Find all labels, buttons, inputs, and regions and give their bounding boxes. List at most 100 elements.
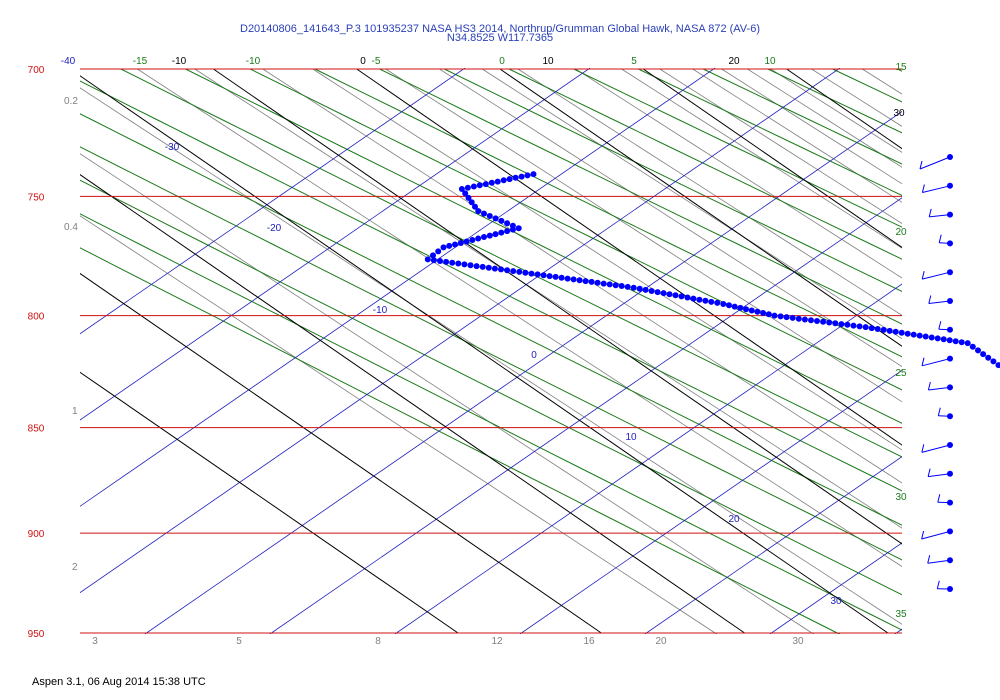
dewpoint-point — [660, 290, 667, 297]
mixing-ratio-label: 3 — [92, 636, 98, 647]
dewpoint-point — [430, 252, 436, 259]
dewpoint-point — [467, 262, 474, 269]
dry-adiabat-line — [80, 146, 902, 561]
dewpoint-point — [910, 331, 917, 338]
dewpoint-point — [684, 294, 691, 301]
wind-barb-staff — [919, 156, 951, 170]
dewpoint-point — [465, 194, 472, 201]
dry-adiabat-line — [80, 213, 902, 631]
dewpoint-point — [783, 314, 790, 321]
mixing-ratio-line — [194, 68, 902, 529]
dewpoint-point — [435, 248, 442, 255]
dry-adiabat-label: 10 — [764, 56, 776, 67]
dewpoint-point — [630, 284, 637, 291]
mixing-ratio-label: 2 — [72, 562, 78, 573]
dewpoint-point — [452, 241, 458, 248]
moist-adiabat-label: -30 — [165, 142, 180, 153]
mixing-ratio-line — [692, 68, 902, 203]
dry-adiabat-line — [508, 68, 902, 260]
pressure-label: 700 — [28, 65, 45, 76]
dewpoint-point — [463, 238, 470, 245]
dewpoint-point — [814, 318, 820, 324]
dry-adiabat-line — [185, 68, 902, 424]
dewpoint-point — [946, 337, 953, 344]
dry-adiabat-line — [767, 68, 902, 134]
dewpoint-point — [678, 293, 685, 300]
moist-adiabat-label: -10 — [373, 305, 388, 316]
moist-adiabats — [80, 68, 902, 634]
dewpoint-point — [969, 343, 976, 350]
dewpoint-point — [498, 266, 504, 273]
isotherm-line — [80, 272, 602, 634]
mixing-ratio-label: 0.2 — [64, 96, 78, 107]
dewpoint-point — [492, 231, 499, 238]
wind-barb-flag — [921, 270, 925, 280]
dewpoint-point — [469, 237, 476, 243]
dewpoint-point — [808, 317, 814, 324]
dewpoint-point — [492, 215, 499, 222]
dewpoint-point — [826, 319, 833, 326]
chart-title-line1: D20140806_141643_P.3 101935237 NASA HS3 … — [240, 23, 760, 35]
mixing-ratio-line — [517, 68, 902, 316]
wind-barb-flag — [937, 407, 941, 416]
dewpoint-point — [958, 339, 965, 346]
mixing-ratio-line — [80, 215, 718, 634]
dewpoint-point — [642, 286, 649, 293]
isotherm-line — [80, 371, 459, 634]
dewpoint-point — [765, 311, 772, 318]
footer-version: Aspen 3.1, 06 Aug 2014 15:38 UTC — [32, 676, 206, 688]
dewpoint-point — [880, 326, 887, 333]
dry-adiabat-line — [120, 68, 902, 458]
dewpoint-point — [512, 174, 519, 181]
wind-barb-flag — [927, 381, 931, 391]
dewpoint-point — [458, 186, 465, 192]
dewpoint-point — [443, 258, 450, 265]
dewpoint-point — [690, 295, 697, 302]
dewpoint-point — [702, 297, 709, 304]
dewpoint-point — [464, 184, 471, 191]
isotherm-line — [80, 174, 745, 634]
pressure-label: 850 — [28, 424, 45, 435]
wind-barb-flag — [938, 234, 942, 243]
wind-barb-flag — [921, 444, 925, 453]
dry-adiabat-label: 15 — [895, 62, 907, 73]
dewpoint-point — [504, 228, 511, 235]
dewpoint-point — [726, 302, 732, 309]
dry-adiabat-line — [80, 247, 841, 634]
dewpoint-point — [886, 327, 893, 334]
wind-barb-flag — [928, 295, 932, 304]
mixing-ratio-label: 1 — [72, 406, 78, 417]
wind-barb-flag — [921, 357, 925, 366]
mixing-ratio-line — [862, 68, 902, 95]
mixing-ratio-line — [312, 68, 902, 451]
dewpoint-point — [516, 268, 523, 275]
dewpoint-point — [904, 330, 911, 337]
dewpoint-point — [576, 277, 583, 284]
dewpoint-point — [801, 316, 808, 323]
dewpoint-point — [940, 336, 947, 343]
dewpoint-point — [714, 299, 721, 306]
dewpoint-point — [540, 272, 547, 279]
wind-barb-staff — [939, 242, 951, 244]
dewpoint-point — [731, 303, 738, 310]
dewpoint-point — [475, 208, 482, 215]
dewpoint-point — [504, 220, 511, 227]
dewpoint-point — [964, 340, 971, 347]
dewpoint-point — [754, 308, 761, 315]
dry-adiabat-line — [444, 68, 902, 293]
isotherm-line — [213, 68, 902, 545]
dry-adiabat-label: 25 — [895, 368, 907, 379]
isotherm-line — [499, 68, 902, 347]
moist-adiabat-line — [519, 369, 902, 634]
pressure-label: 750 — [28, 192, 45, 203]
dewpoint-point — [424, 256, 431, 263]
dewpoint-point — [606, 281, 613, 288]
mixing-ratio-label: 16 — [583, 636, 595, 647]
mixing-ratio-line — [621, 68, 902, 249]
wind-barb-flag — [938, 321, 942, 330]
dewpoint-point — [737, 304, 744, 311]
dewpoint-point — [795, 315, 802, 322]
dewpoint-point — [760, 310, 767, 316]
isotherm-label: 20 — [728, 56, 740, 67]
